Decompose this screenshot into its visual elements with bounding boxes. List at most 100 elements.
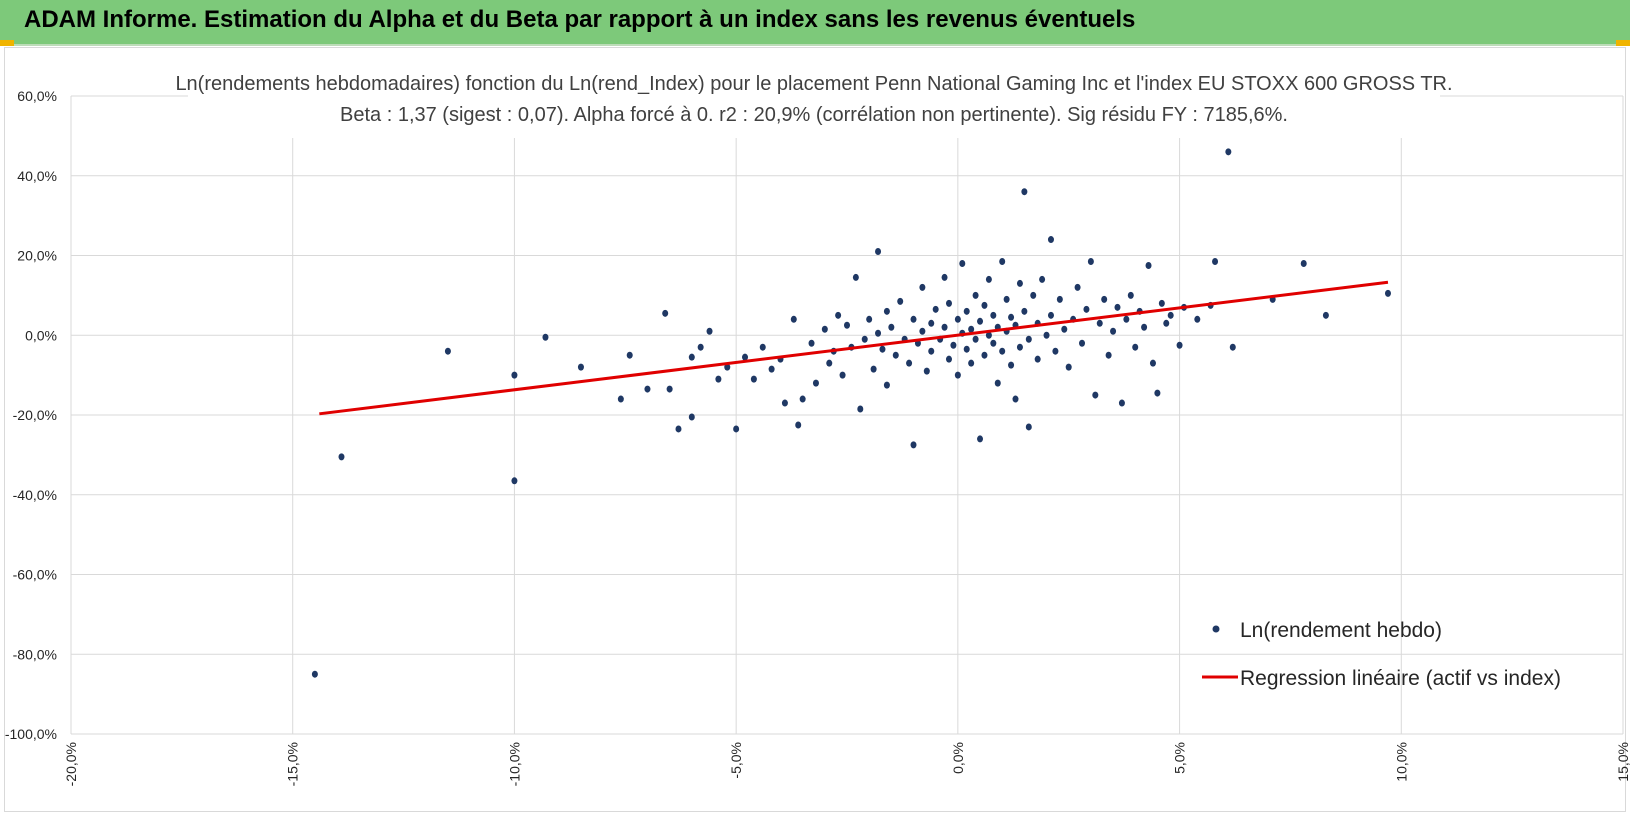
data-point xyxy=(945,299,952,307)
x-tick-label: 15,0% xyxy=(1615,742,1630,782)
y-tick-label: 0,0% xyxy=(25,327,57,343)
data-point xyxy=(954,315,961,323)
y-tick-label: -20,0% xyxy=(13,407,57,423)
y-tick-label: -60,0% xyxy=(13,567,57,583)
data-point xyxy=(932,305,939,313)
y-tick-label: 60,0% xyxy=(17,88,57,104)
data-point xyxy=(1132,343,1139,351)
data-point xyxy=(1030,291,1037,299)
data-point xyxy=(919,327,926,335)
data-point xyxy=(963,345,970,353)
data-point xyxy=(839,371,846,379)
data-point xyxy=(1123,315,1130,323)
x-tick-label: 10,0% xyxy=(1393,742,1409,782)
data-point xyxy=(1149,359,1156,367)
legend-marker-scatter xyxy=(1212,625,1220,633)
data-point xyxy=(1167,311,1174,319)
x-tick-label: -10,0% xyxy=(506,742,522,786)
data-point xyxy=(808,339,815,347)
data-point xyxy=(1083,305,1090,313)
data-point xyxy=(1141,323,1148,331)
x-tick-label: -5,0% xyxy=(728,742,744,779)
data-point xyxy=(697,343,704,351)
data-point xyxy=(1025,423,1032,431)
data-point xyxy=(733,425,740,433)
data-point xyxy=(759,343,766,351)
data-point xyxy=(706,327,713,335)
data-point xyxy=(626,351,633,359)
data-point xyxy=(666,385,673,393)
data-point xyxy=(941,273,948,281)
y-tick-label: 40,0% xyxy=(17,168,57,184)
data-point xyxy=(994,379,1001,387)
data-point xyxy=(1212,257,1219,265)
data-point xyxy=(1056,295,1063,303)
data-point xyxy=(338,453,345,461)
data-point xyxy=(1158,299,1165,307)
data-point xyxy=(1225,148,1232,156)
legend-label-scatter: Ln(rendement hebdo) xyxy=(1240,619,1442,642)
data-point xyxy=(1016,279,1023,287)
data-point xyxy=(1065,363,1072,371)
x-tick-label: -20,0% xyxy=(63,742,79,786)
data-point xyxy=(977,317,984,325)
data-point xyxy=(875,329,882,337)
data-point xyxy=(883,307,890,315)
data-point xyxy=(1300,259,1307,267)
data-point xyxy=(875,248,882,256)
report-banner: ADAM Informe. Estimation du Alpha et du … xyxy=(0,0,1630,46)
data-point xyxy=(1034,355,1041,363)
data-point xyxy=(861,335,868,343)
data-point xyxy=(724,363,731,371)
x-tick-label: 5,0% xyxy=(1172,742,1188,774)
data-point xyxy=(1114,303,1121,311)
data-point xyxy=(1092,391,1099,399)
data-point xyxy=(968,325,975,333)
data-point xyxy=(675,425,682,433)
data-point xyxy=(1061,325,1068,333)
data-point xyxy=(781,399,788,407)
data-point xyxy=(963,307,970,315)
data-point xyxy=(1127,291,1134,299)
data-point xyxy=(1145,261,1152,269)
data-point xyxy=(750,375,757,383)
data-point xyxy=(968,359,975,367)
x-tick-label: 0,0% xyxy=(950,742,966,774)
data-point xyxy=(1008,361,1015,369)
data-point xyxy=(1163,319,1170,327)
data-point xyxy=(311,670,318,678)
data-point xyxy=(1025,335,1032,343)
data-point xyxy=(910,441,917,449)
data-point xyxy=(985,275,992,283)
data-point xyxy=(826,359,833,367)
y-tick-label: 20,0% xyxy=(17,248,57,264)
data-point xyxy=(1074,283,1081,291)
data-point xyxy=(1176,341,1183,349)
data-point xyxy=(972,291,979,299)
data-point xyxy=(945,355,952,363)
data-point xyxy=(959,259,966,267)
chart-frame xyxy=(4,47,1626,812)
legend-label-regression: Regression linéaire (actif vs index) xyxy=(1240,667,1561,690)
data-point xyxy=(1118,399,1125,407)
data-point xyxy=(981,351,988,359)
data-point xyxy=(888,323,895,331)
data-point xyxy=(444,347,451,355)
data-point xyxy=(1039,275,1046,283)
data-point xyxy=(688,413,695,421)
data-point xyxy=(1079,339,1086,347)
report-title: ADAM Informe. Estimation du Alpha et du … xyxy=(24,6,1136,33)
data-point xyxy=(511,477,518,485)
data-point xyxy=(1322,311,1329,319)
regression-line xyxy=(319,280,1389,416)
data-point xyxy=(883,381,890,389)
data-point xyxy=(1052,347,1059,355)
y-tick-label: -80,0% xyxy=(13,646,57,662)
data-point xyxy=(923,367,930,375)
data-point xyxy=(742,353,749,361)
data-point xyxy=(768,365,775,373)
data-point xyxy=(950,341,957,349)
data-point xyxy=(542,333,549,341)
data-point xyxy=(1229,343,1236,351)
